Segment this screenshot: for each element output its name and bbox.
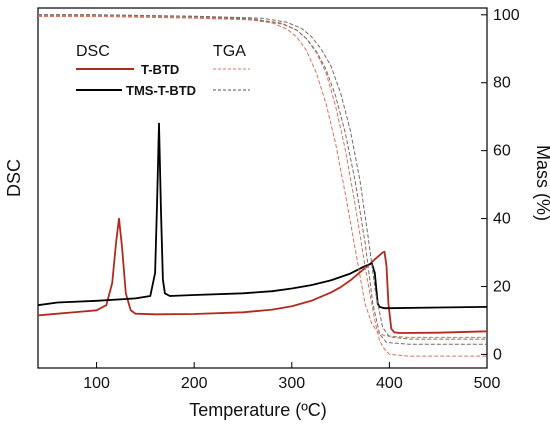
y-right-tick-label: 80: [493, 75, 511, 92]
y-left-axis-title: DSC: [4, 159, 24, 197]
t-btd-tga-line: [38, 15, 487, 338]
legend-header-tga: TGA: [213, 43, 246, 60]
legend-header-dsc: DSC: [76, 43, 110, 60]
x-tick-label: 200: [181, 375, 208, 392]
x-axis-title: Temperature (ºC): [189, 400, 327, 420]
y-right-axis-title: Mass (%): [533, 145, 550, 221]
y-right-tick-label: 0: [493, 346, 502, 363]
tms-t-btd-tga-line: [38, 14, 487, 340]
y-right-axis-ticks: 0 20 40 60 80 100: [481, 7, 520, 363]
y-right-tick-label: 20: [493, 278, 511, 295]
y-right-tick-label: 40: [493, 211, 511, 228]
t-btd-tga-line: [38, 16, 487, 357]
y-right-tick-label: 100: [493, 7, 520, 24]
tms-t-btd-tga-line: [38, 14, 487, 345]
x-tick-label: 100: [83, 375, 110, 392]
x-tick-label: 300: [278, 375, 305, 392]
tms-t-btd-dsc-line: [37, 122, 488, 310]
x-axis-ticks: 100 200 300 400 500: [83, 362, 500, 392]
x-tick-label: 500: [474, 375, 501, 392]
x-tick-label: 400: [376, 375, 403, 392]
t-btd-dsc-line: [37, 217, 488, 334]
legend-label-tms-t-btd: TMS-T-BTD: [126, 83, 196, 98]
legend: DSC TGA T-BTD TMS-T-BTD: [76, 43, 250, 98]
plot-border: [37, 7, 488, 369]
series-layer: [37, 14, 488, 357]
y-right-tick-label: 60: [493, 143, 511, 160]
plot-frame: [37, 7, 488, 369]
legend-label-t-btd: T-BTD: [141, 62, 179, 77]
